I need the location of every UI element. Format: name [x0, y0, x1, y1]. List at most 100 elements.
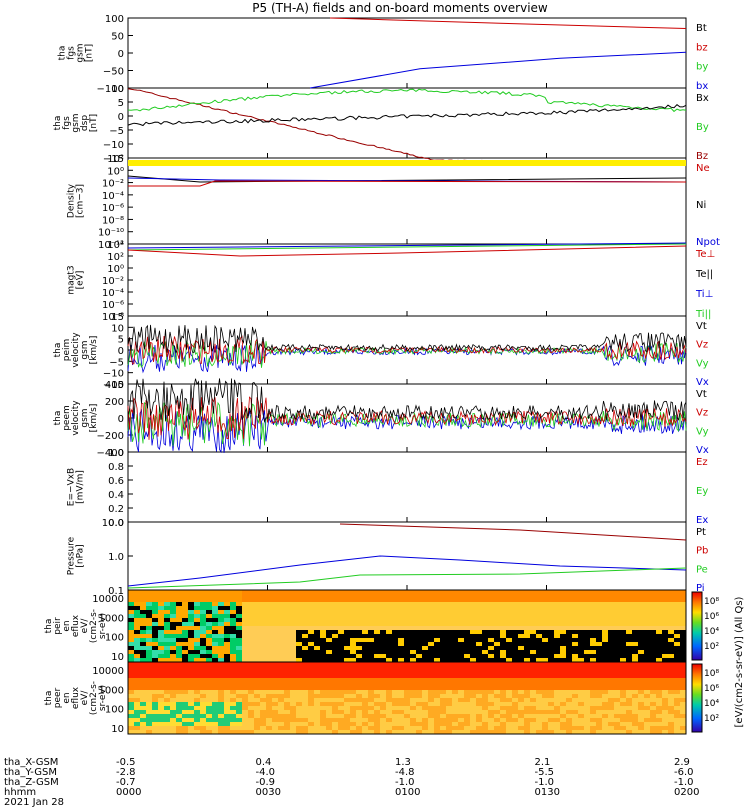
spectrogram-cell — [476, 634, 482, 638]
spectrogram-cell — [386, 658, 392, 662]
spectrogram-cell — [284, 634, 290, 638]
spectrogram-cell — [440, 714, 446, 718]
spectrogram-cell — [482, 690, 488, 694]
spectrogram-cell — [602, 706, 608, 710]
spectrogram-cell — [464, 678, 470, 682]
footer-value: 0000 — [116, 787, 142, 798]
spectrogram-cell — [272, 650, 278, 654]
spectrogram-cell — [638, 614, 644, 618]
spectrogram-cell — [398, 638, 404, 642]
spectrogram-cell — [296, 590, 302, 594]
spectrogram-cell — [494, 710, 500, 714]
spectrogram-cell — [182, 666, 188, 670]
spectrogram-cell — [524, 674, 530, 678]
spectrogram-cell — [680, 722, 686, 726]
spectrogram-cell — [308, 662, 314, 666]
spectrogram-cell — [500, 698, 506, 702]
spectrogram-cell — [530, 650, 536, 654]
spectrogram-cell — [338, 618, 344, 622]
spectrogram-cell — [482, 602, 488, 606]
spectrogram-cell — [662, 650, 668, 654]
spectrogram-cell — [422, 662, 428, 666]
spectrogram-cell — [638, 722, 644, 726]
spectrogram-cell — [470, 722, 476, 726]
spectrogram-cell — [494, 650, 500, 654]
spectrogram-cell — [662, 706, 668, 710]
spectrogram-cell — [608, 718, 614, 722]
spectrogram-cell — [200, 674, 206, 678]
spectrogram-cell — [638, 730, 644, 734]
y-axis-label: tha — [44, 619, 54, 634]
spectrogram-cell — [368, 602, 374, 606]
spectrogram-cell — [446, 630, 452, 634]
spectrogram-cell — [332, 722, 338, 726]
spectrogram-cell — [554, 622, 560, 626]
spectrogram-cell — [266, 622, 272, 626]
spectrogram-cell — [200, 634, 206, 638]
spectrogram-cell — [644, 666, 650, 670]
panel-frame — [127, 451, 687, 523]
spectrogram-cell — [314, 646, 320, 650]
spectrogram-cell — [536, 598, 542, 602]
spectrogram-cell — [326, 658, 332, 662]
spectrogram-cell — [608, 706, 614, 710]
spectrogram-cell — [344, 650, 350, 654]
spectrogram-cell — [368, 706, 374, 710]
spectrogram-cell — [302, 646, 308, 650]
spectrogram-cell — [428, 698, 434, 702]
spectrogram-cell — [368, 678, 374, 682]
spectrogram-cell — [314, 730, 320, 734]
spectrogram-cell — [674, 730, 680, 734]
spectrogram-cell — [224, 678, 230, 682]
legend-entry: Vt — [696, 321, 707, 332]
spectrogram-cell — [356, 670, 362, 674]
spectrogram-cell — [614, 666, 620, 670]
spectrogram-cell — [260, 630, 266, 634]
spectrogram-cell — [314, 634, 320, 638]
spectrogram-cell — [182, 658, 188, 662]
spectrogram-cell — [320, 718, 326, 722]
spectrogram-cell — [482, 694, 488, 698]
spectrogram-cell — [578, 590, 584, 594]
spectrogram-cell — [200, 690, 206, 694]
spectrogram-cell — [290, 626, 296, 630]
spectrogram-cell — [416, 670, 422, 674]
spectrogram-cell — [482, 726, 488, 730]
spectrogram-cell — [128, 678, 134, 682]
spectrogram-cell — [242, 686, 248, 690]
spectrogram-cell — [638, 662, 644, 666]
spectrogram-cell — [356, 598, 362, 602]
spectrogram-cell — [470, 650, 476, 654]
spectrogram-cell — [488, 698, 494, 702]
spectrogram-cell — [626, 634, 632, 638]
spectrogram-cell — [410, 626, 416, 630]
spectrogram-cell — [656, 634, 662, 638]
spectrogram-cell — [602, 622, 608, 626]
spectrogram-cell — [188, 694, 194, 698]
spectrogram-cell — [674, 598, 680, 602]
spectrogram-cell — [680, 714, 686, 718]
spectrogram-cell — [560, 710, 566, 714]
spectrogram-cell — [200, 590, 206, 594]
spectrogram-cell — [512, 702, 518, 706]
spectrogram-cell — [452, 614, 458, 618]
spectrogram-cell — [446, 698, 452, 702]
spectrogram-cell — [302, 614, 308, 618]
spectrogram-cell — [476, 662, 482, 666]
spectrogram-cell — [650, 650, 656, 654]
spectrogram-cell — [668, 710, 674, 714]
spectrogram-cell — [434, 646, 440, 650]
spectrogram-cell — [188, 674, 194, 678]
spectrogram-cell — [248, 706, 254, 710]
spectrogram-cell — [380, 682, 386, 686]
spectrogram-cell — [668, 722, 674, 726]
spectrogram-cell — [362, 666, 368, 670]
spectrogram-cell — [620, 622, 626, 626]
spectrogram-cell — [488, 590, 494, 594]
spectrogram-cell — [290, 706, 296, 710]
spectrogram-cell — [446, 610, 452, 614]
spectrogram-cell — [464, 666, 470, 670]
spectrogram-cell — [584, 630, 590, 634]
spectrogram-cell — [362, 682, 368, 686]
spectrogram-cell — [398, 698, 404, 702]
